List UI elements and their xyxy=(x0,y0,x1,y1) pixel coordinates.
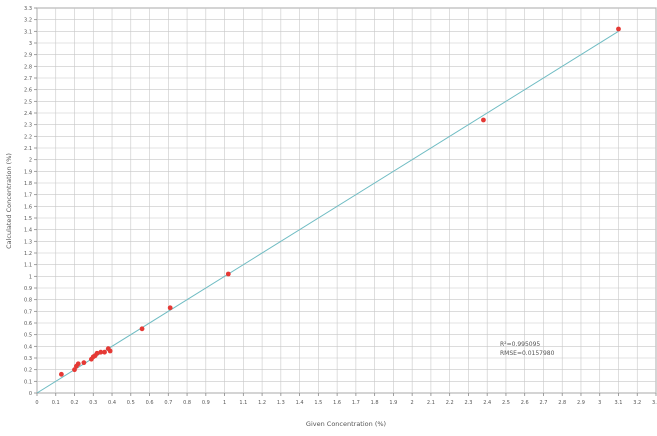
y-tick-label: 2.1 xyxy=(24,146,32,152)
fit-statistics: R²=0.995095 RMSE=0.0157980 xyxy=(500,341,555,357)
x-tick-label: 2.6 xyxy=(521,400,529,406)
x-tick-label: 2.4 xyxy=(483,400,491,406)
y-tick-label: 0.1 xyxy=(24,379,32,385)
y-tick-label: 2.4 xyxy=(24,111,32,117)
y-tick-label: 0.3 xyxy=(24,356,32,362)
x-tick-label: 3.2 xyxy=(633,400,641,406)
data-point xyxy=(139,326,145,332)
y-tick-label: 1.6 xyxy=(24,204,32,210)
y-tick-label: 2.7 xyxy=(24,76,32,82)
y-tick-label: 2.2 xyxy=(24,134,32,140)
x-tick-label: 0.2 xyxy=(71,400,79,406)
y-tick-label: 1 xyxy=(29,274,32,280)
x-tick-label: 0.4 xyxy=(108,400,116,406)
x-tick-label: 1.2 xyxy=(258,400,266,406)
data-point xyxy=(98,349,104,355)
data-point xyxy=(58,371,64,377)
y-tick-label: 1.5 xyxy=(24,216,32,222)
y-tick-label: 1.2 xyxy=(24,251,32,257)
x-tick-label: 1.3 xyxy=(277,400,285,406)
x-tick-label: 0.6 xyxy=(146,400,154,406)
x-tick-label: 1.9 xyxy=(389,400,397,406)
data-point xyxy=(102,349,107,355)
y-tick-label: 0.6 xyxy=(24,321,32,327)
y-tick-label: 0.5 xyxy=(24,333,32,339)
data-point xyxy=(225,271,231,277)
data-point xyxy=(81,360,87,366)
x-tick-label: 0.8 xyxy=(183,400,191,406)
y-tick-label: 0.4 xyxy=(24,344,32,350)
y-tick-label: 3 xyxy=(29,41,32,47)
x-tick-label: 1.1 xyxy=(239,400,247,406)
y-tick-label: 2.8 xyxy=(24,64,32,70)
x-axis-label: Given Concentration (%) xyxy=(306,420,386,428)
x-tick-label: 1.6 xyxy=(333,400,341,406)
data-point xyxy=(167,305,173,311)
y-tick-label: 2.3 xyxy=(24,123,32,129)
y-tick-label: 3.3 xyxy=(24,6,32,12)
x-tick-label: 2.1 xyxy=(427,400,435,406)
x-tick-label: 2.3 xyxy=(464,400,472,406)
x-tick-label: 0.1 xyxy=(52,400,60,406)
rmse-annotation: RMSE=0.0157980 xyxy=(500,350,555,357)
x-axis-ticks: 0 0.1 0.2 0.3 0.4 0.5 0.6 0.7 0.8 0.9 1 1.1 1.2 1.3 1.… xyxy=(35,393,657,406)
x-tick-label: 0.5 xyxy=(127,400,135,406)
y-tick-label: 1.9 xyxy=(24,169,32,175)
x-tick-label: 2.9 xyxy=(577,400,585,406)
x-tick-label: 3.3 xyxy=(652,400,657,406)
fit-line-group xyxy=(36,30,619,394)
data-point xyxy=(616,26,621,32)
y-tick-label: 0 xyxy=(29,391,32,397)
r-squared-annotation: R²=0.995095 xyxy=(500,341,540,348)
data-points xyxy=(58,26,621,377)
x-tick-label: 0.3 xyxy=(89,400,97,406)
y-tick-label: 2 xyxy=(29,158,32,164)
x-tick-label: 0.7 xyxy=(164,400,172,406)
x-tick-label: 1.8 xyxy=(371,400,379,406)
y-tick-label: 2.5 xyxy=(24,99,32,105)
x-tick-label: 3.1 xyxy=(615,400,623,406)
y-tick-label: 1.1 xyxy=(24,263,32,269)
x-tick-label: 2.8 xyxy=(558,400,566,406)
y-tick-label: 1.7 xyxy=(24,193,32,199)
data-point xyxy=(481,117,486,123)
x-tick-label: 2 xyxy=(411,400,414,406)
data-point xyxy=(94,350,100,356)
x-tick-label: 1 xyxy=(223,400,226,406)
y-tick-label: 1.8 xyxy=(24,181,32,187)
y-tick-label: 1.4 xyxy=(24,228,32,234)
y-tick-label: 1.3 xyxy=(24,239,32,245)
y-tick-label: 2.6 xyxy=(24,88,32,94)
x-tick-label: 3 xyxy=(598,400,601,406)
y-tick-label: 2.9 xyxy=(24,53,32,59)
y-axis-ticks: 0 0.1 0.2 0.3 0.4 0.5 0.6 0.7 0.8 0.9 1 1.1 1.2 1.3 1.… xyxy=(24,6,37,397)
x-tick-label: 1.5 xyxy=(314,400,322,406)
x-tick-label: 2.7 xyxy=(539,400,547,406)
x-tick-label: 1.7 xyxy=(352,400,360,406)
x-tick-label: 0 xyxy=(35,400,38,406)
y-tick-label: 3.2 xyxy=(24,18,32,24)
grid xyxy=(36,7,657,394)
data-point xyxy=(75,361,81,367)
x-tick-label: 0.9 xyxy=(202,400,210,406)
x-tick-label: 2.2 xyxy=(446,400,454,406)
y-tick-label: 0.7 xyxy=(24,309,32,315)
y-tick-label: 0.9 xyxy=(24,286,32,292)
x-tick-label: 1.4 xyxy=(296,400,304,406)
y-tick-label: 3.1 xyxy=(24,29,32,35)
y-tick-label: 0.8 xyxy=(24,298,32,304)
x-tick-label: 2.5 xyxy=(502,400,510,406)
data-point xyxy=(107,348,113,354)
y-tick-label: 0.2 xyxy=(24,368,32,374)
y-axis-label: Calculated Concentration (%) xyxy=(5,153,13,249)
regression-line xyxy=(36,30,619,394)
